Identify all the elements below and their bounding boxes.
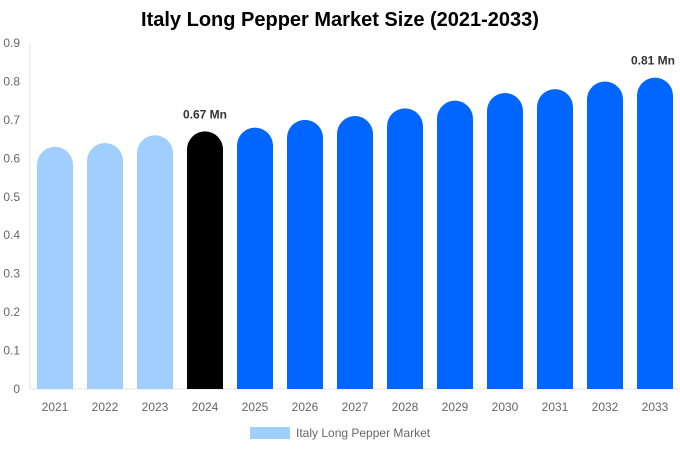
x-tick-label: 2031 — [542, 400, 569, 414]
bar — [87, 142, 123, 389]
legend-label: Italy Long Pepper Market — [296, 426, 431, 440]
data-label: 0.81 Mn — [631, 54, 675, 68]
y-tick-label: 0.1 — [3, 344, 20, 358]
y-tick-label: 0 — [13, 382, 20, 396]
data-label: 0.67 Mn — [183, 107, 227, 121]
x-tick-label: 2029 — [442, 400, 469, 414]
x-tick-label: 2033 — [642, 400, 669, 414]
y-tick-label: 0.2 — [3, 305, 20, 319]
x-tick-label: 2025 — [242, 400, 269, 414]
bar — [237, 127, 273, 390]
bar — [137, 135, 173, 389]
x-tick-label: 2028 — [392, 400, 419, 414]
bar — [587, 81, 623, 389]
x-tick-label: 2032 — [592, 400, 619, 414]
bar — [37, 146, 73, 389]
legend-swatch — [250, 427, 290, 439]
y-tick-label: 0.7 — [3, 113, 20, 127]
y-tick-label: 0.8 — [3, 74, 20, 88]
x-tick-label: 2026 — [292, 400, 319, 414]
y-tick-label: 0.6 — [3, 151, 20, 165]
y-tick-label: 0.9 — [3, 36, 20, 50]
bar — [287, 119, 323, 389]
x-tick-label: 2023 — [142, 400, 169, 414]
chart-title: Italy Long Pepper Market Size (2021-2033… — [141, 9, 539, 31]
x-tick-label: 2021 — [42, 400, 69, 414]
y-tick-label: 0.3 — [3, 267, 20, 281]
bar — [537, 89, 573, 389]
x-tick-label: 2022 — [92, 400, 119, 414]
x-tick-label: 2024 — [192, 400, 219, 414]
bar — [187, 131, 223, 389]
legend[interactable]: Italy Long Pepper Market — [250, 426, 430, 440]
bar — [387, 108, 423, 389]
bar — [637, 77, 673, 389]
x-tick-label: 2027 — [342, 400, 369, 414]
y-tick-label: 0.4 — [3, 228, 20, 242]
bar — [437, 100, 473, 389]
y-tick-label: 0.5 — [3, 190, 20, 204]
bar — [337, 116, 373, 390]
x-tick-label: 2030 — [492, 400, 519, 414]
bar — [487, 92, 523, 389]
